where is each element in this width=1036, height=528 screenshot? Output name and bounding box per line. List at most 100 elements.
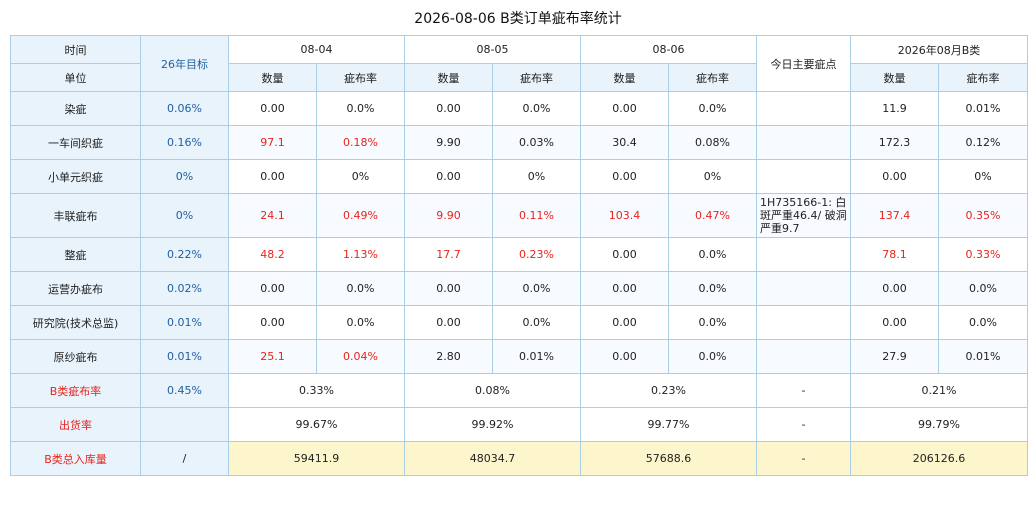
summary-defect-cell: -	[756, 441, 851, 476]
row-target: 0.16%	[140, 125, 229, 160]
summary-row: B类总入库量/59411.9 48034.7 57688.6-206126.6	[10, 441, 1029, 476]
table-row: 丰联疵布 0% 24.1 0.49% 9.90 0.11% 103.4 0.47% 1H7351…	[10, 193, 1029, 238]
rate-cell: 0.0%	[492, 271, 581, 306]
rate-cell: 0.23%	[492, 237, 581, 272]
header-qty: 数量	[228, 63, 317, 92]
rate-cell: 0.04%	[316, 339, 405, 374]
summary-target: /	[140, 441, 229, 476]
header-month: 2026年08月B类	[849, 35, 1029, 64]
row-target: 0%	[140, 159, 229, 194]
qty-cell: 0.00	[228, 159, 317, 194]
header-qty: 数量	[404, 63, 493, 92]
qty-cell: 0.00	[580, 271, 669, 306]
rate-cell: 0.18%	[316, 125, 405, 160]
header-main-defects: 今日主要疵点	[756, 35, 851, 92]
rate-cell: 0.03%	[492, 125, 581, 160]
summary-value-cell: 0.23%	[580, 373, 757, 408]
month-rate-cell: 0.0%	[937, 271, 1029, 306]
qty-cell: 0.00	[228, 271, 317, 306]
header-qty: 数量	[850, 63, 939, 92]
month-rate-cell: 0.01%	[937, 339, 1029, 374]
qty-cell: 0.00	[228, 305, 317, 340]
header-rate: 疵布率	[492, 63, 581, 92]
row-target: 0.01%	[140, 339, 229, 374]
rate-cell: 0%	[668, 159, 757, 194]
rate-cell: 0.0%	[316, 305, 405, 340]
rate-cell: 0.0%	[492, 91, 581, 126]
qty-cell: 25.1	[228, 339, 317, 374]
defect-note-cell	[756, 91, 851, 126]
summary-month-cell: 0.21%	[849, 373, 1029, 408]
summary-row: 出货率 99.67% 99.92% 99.77% -99.79%	[10, 407, 1029, 442]
header-rate: 疵布率	[316, 63, 405, 92]
month-qty-cell: 78.1	[850, 237, 939, 272]
rate-cell: 0.0%	[668, 271, 757, 306]
defect-note-cell	[756, 305, 851, 340]
defect-note-cell	[756, 237, 851, 272]
qty-cell: 48.2	[228, 237, 317, 272]
rate-cell: 1.13%	[316, 237, 405, 272]
table-row: 整疵 0.22% 48.2 1.13% 17.7 0.23% 0.00 0.0% 78.1 0.3…	[10, 237, 1029, 272]
qty-cell: 0.00	[404, 159, 493, 194]
month-qty-cell: 0.00	[850, 271, 939, 306]
rate-cell: 0.0%	[316, 91, 405, 126]
qty-cell: 9.90	[404, 193, 493, 238]
summary-label: B类总入库量	[10, 441, 141, 476]
summary-defect-cell: -	[756, 407, 851, 442]
rate-cell: 0%	[492, 159, 581, 194]
row-label: 丰联疵布	[10, 193, 141, 238]
summary-label: B类疵布率	[10, 373, 141, 408]
month-rate-cell: 0.01%	[937, 91, 1029, 126]
summary-value-cell: 48034.7	[404, 441, 581, 476]
page-title: 2026-08-06 B类订单疵布率统计	[414, 11, 622, 27]
month-rate-cell: 0.12%	[937, 125, 1029, 160]
rate-cell: 0.47%	[668, 193, 757, 238]
rate-cell: 0.01%	[492, 339, 581, 374]
month-qty-cell: 0.00	[850, 159, 939, 194]
header-rate: 疵布率	[668, 63, 757, 92]
summary-target: 0.45%	[140, 373, 229, 408]
header-rate: 疵布率	[937, 63, 1029, 92]
header-unit: 单位	[10, 63, 141, 92]
qty-cell: 0.00	[228, 91, 317, 126]
rate-cell: 0.49%	[316, 193, 405, 238]
qty-cell: 0.00	[580, 237, 669, 272]
rate-cell: 0.0%	[668, 237, 757, 272]
row-label: 原纱疵布	[10, 339, 141, 374]
header-qty: 数量	[580, 63, 669, 92]
table-row: 小单元织疵 0% 0.00 0% 0.00 0% 0.00 0% 0.00 0%	[10, 159, 1029, 194]
month-rate-cell: 0.0%	[937, 305, 1029, 340]
defect-note-cell	[756, 339, 851, 374]
rate-cell: 0.0%	[492, 305, 581, 340]
summary-defect-cell: -	[756, 373, 851, 408]
summary-target	[140, 407, 229, 442]
header-time: 时间	[10, 35, 141, 64]
row-label: 染疵	[10, 91, 141, 126]
month-qty-cell: 172.3	[850, 125, 939, 160]
header-date-1: 08-04	[228, 35, 405, 64]
defect-note-cell: 1H735166-1: 白斑严重46.4/ 破洞严重9.7	[756, 193, 851, 238]
month-rate-cell: 0.33%	[937, 237, 1029, 272]
qty-cell: 0.00	[580, 339, 669, 374]
table-row: 研究院(技术总监) 0.01% 0.00 0.0% 0.00 0.0% 0.00 0.0% 0.…	[10, 305, 1029, 340]
summary-value-cell: 99.92%	[404, 407, 581, 442]
table-row: 一车间织疵 0.16% 97.1 0.18% 9.90 0.03% 30.4 0.08% 172…	[10, 125, 1029, 160]
rate-cell: 0.0%	[668, 91, 757, 126]
header-target: 26年目标	[140, 35, 229, 92]
month-rate-cell: 0.35%	[937, 193, 1029, 238]
rate-cell: 0.0%	[316, 271, 405, 306]
month-rate-cell: 0%	[937, 159, 1029, 194]
defect-note-cell	[756, 125, 851, 160]
defect-note-cell	[756, 159, 851, 194]
qty-cell: 0.00	[404, 271, 493, 306]
rate-cell: 0.0%	[668, 339, 757, 374]
qty-cell: 9.90	[404, 125, 493, 160]
rate-cell: 0.11%	[492, 193, 581, 238]
qty-cell: 0.00	[404, 91, 493, 126]
summary-value-cell: 99.67%	[228, 407, 405, 442]
table-row: 染疵 0.06% 0.00 0.0% 0.00 0.0% 0.00 0.0% 11.9 0.01%	[10, 91, 1029, 126]
row-target: 0%	[140, 193, 229, 238]
month-qty-cell: 137.4	[850, 193, 939, 238]
header-date-2: 08-05	[404, 35, 581, 64]
qty-cell: 0.00	[580, 159, 669, 194]
